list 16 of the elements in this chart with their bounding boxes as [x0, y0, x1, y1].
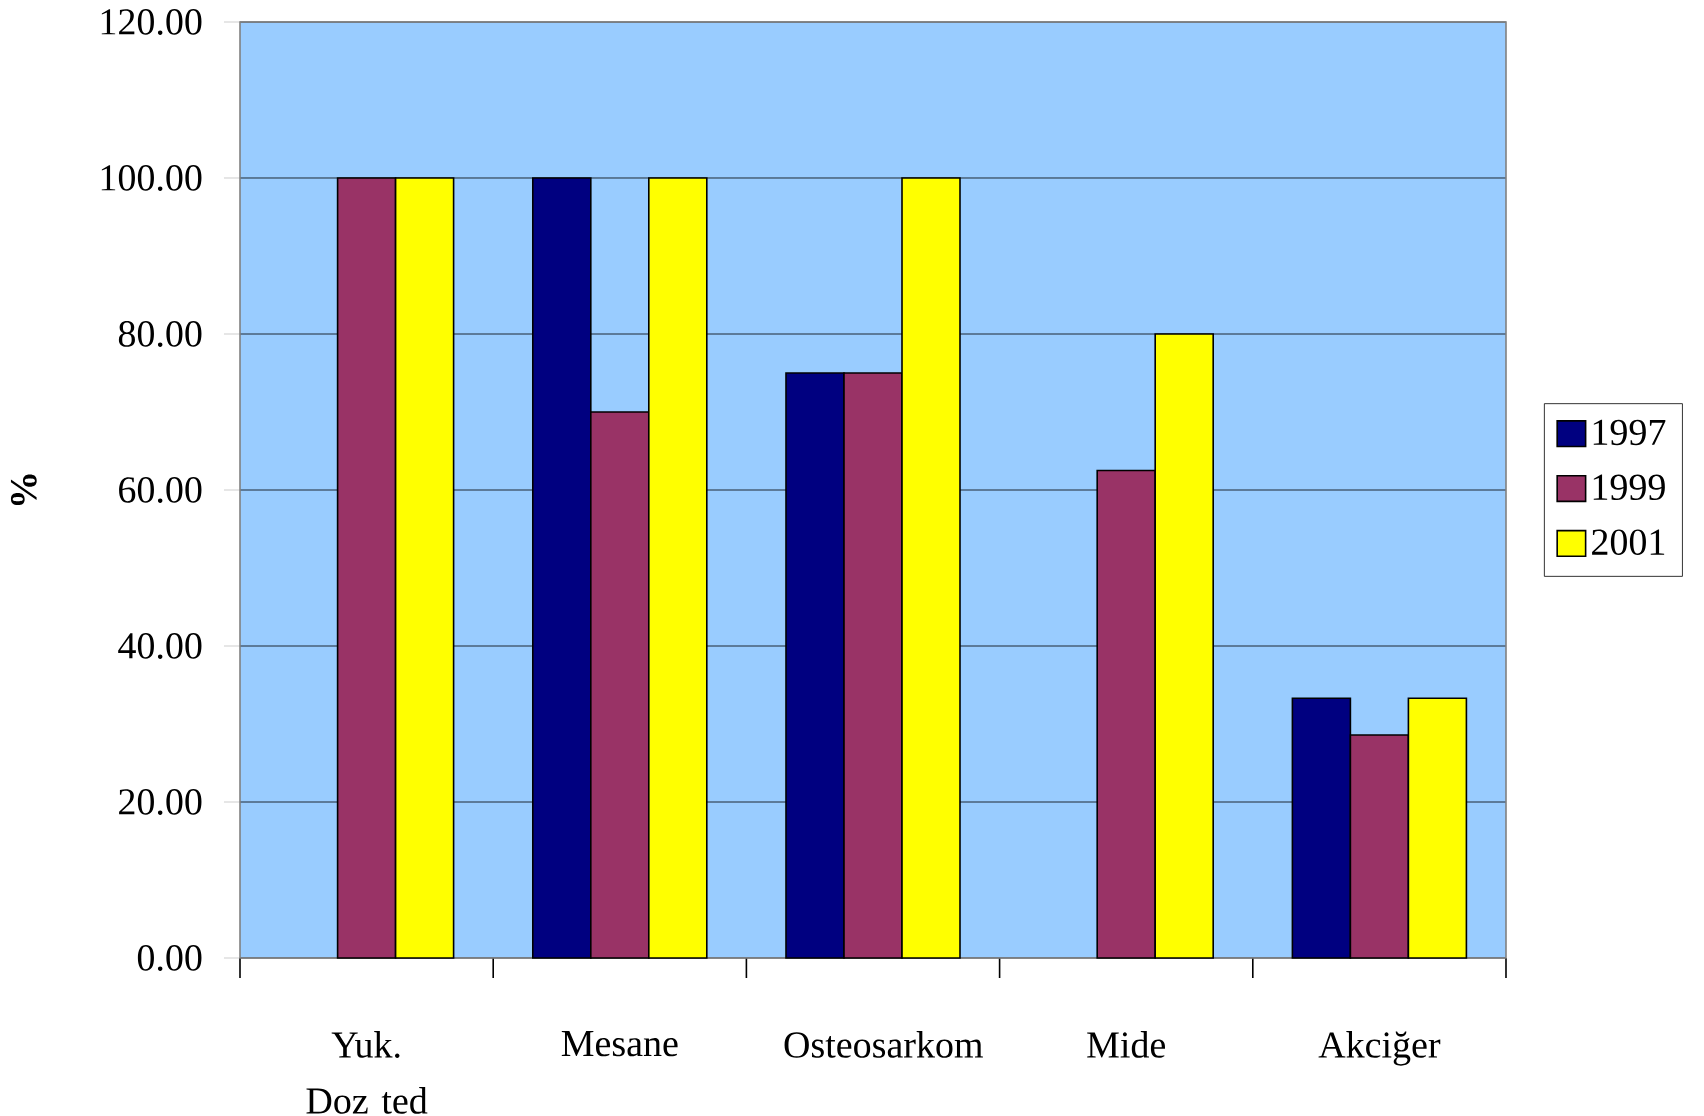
x-tick-label: Akciğer [1318, 1031, 1441, 1066]
y-tick-label: 100.00 [101, 165, 202, 191]
y-tick-label: 80.00 [118, 321, 202, 347]
x-tick-label: Mesane [561, 1031, 678, 1057]
x-tick-label: Yuk. Doz ted [306, 1031, 428, 1114]
legend-label: 1997 [1593, 419, 1666, 446]
y-tick-label: 60.00 [119, 477, 202, 503]
y-tick-label: 20.00 [119, 789, 202, 815]
y-axis-title: % [10, 474, 37, 506]
x-tick-label: Mide [1087, 1031, 1165, 1058]
legend-label: 1999 [1593, 474, 1665, 501]
legend-label: 2001 [1592, 529, 1665, 556]
y-tick-label: 40.00 [118, 633, 202, 659]
x-tick-label: Osteosarkom [784, 1031, 983, 1058]
y-tick-label: 0.00 [137, 945, 202, 971]
y-tick-label: 120.00 [101, 9, 202, 35]
